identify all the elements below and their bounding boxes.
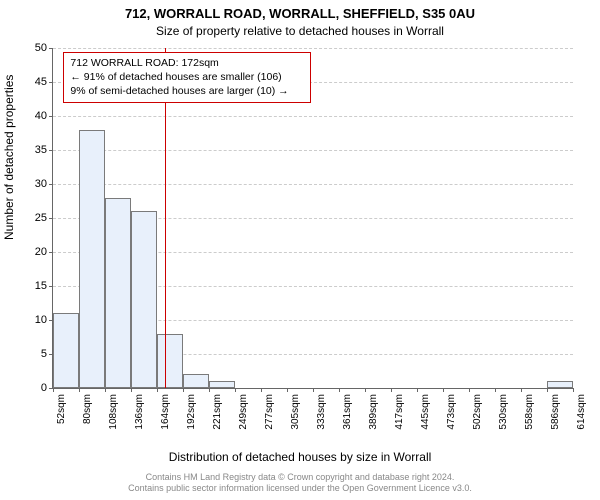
xtick-label: 108sqm <box>108 394 119 430</box>
ytick-mark <box>49 286 53 287</box>
ytick-mark <box>49 82 53 83</box>
histogram-bar <box>209 381 235 388</box>
page-title: 712, WORRALL ROAD, WORRALL, SHEFFIELD, S… <box>0 6 600 21</box>
xtick-label: 164sqm <box>160 394 171 430</box>
xtick-label: 389sqm <box>368 394 379 430</box>
xtick-label: 614sqm <box>576 394 587 430</box>
gridline-h <box>53 150 573 151</box>
footer-line-2: Contains public sector information licen… <box>0 483 600 494</box>
annotation-line: 9% of semi-detached houses are larger (1… <box>70 84 304 98</box>
xtick-mark <box>573 388 574 392</box>
ytick-mark <box>49 218 53 219</box>
xtick-mark <box>261 388 262 392</box>
xtick-label: 361sqm <box>342 394 353 430</box>
xtick-label: 502sqm <box>472 394 483 430</box>
footer-line-1: Contains HM Land Registry data © Crown c… <box>0 472 600 483</box>
gridline-h <box>53 48 573 49</box>
xtick-mark <box>339 388 340 392</box>
xtick-label: 192sqm <box>186 394 197 430</box>
ytick-mark <box>49 150 53 151</box>
xtick-mark <box>53 388 54 392</box>
ytick-label: 0 <box>41 382 47 394</box>
annotation-line: 712 WORRALL ROAD: 172sqm <box>70 56 304 70</box>
xtick-mark <box>313 388 314 392</box>
ytick-label: 10 <box>35 314 47 326</box>
ytick-label: 50 <box>35 42 47 54</box>
xtick-mark <box>443 388 444 392</box>
ytick-label: 15 <box>35 280 47 292</box>
histogram-bar <box>79 130 105 388</box>
ytick-mark <box>49 184 53 185</box>
xtick-label: 221sqm <box>212 394 223 430</box>
xtick-mark <box>547 388 548 392</box>
histogram-bar <box>53 313 79 388</box>
annotation-box: 712 WORRALL ROAD: 172sqm← 91% of detache… <box>63 52 311 103</box>
chart-container: 712, WORRALL ROAD, WORRALL, SHEFFIELD, S… <box>0 0 600 500</box>
xtick-label: 52sqm <box>56 394 67 424</box>
plot-area: 0510152025303540455052sqm80sqm108sqm136s… <box>52 48 573 389</box>
xtick-mark <box>105 388 106 392</box>
histogram-bar <box>131 211 157 388</box>
xtick-mark <box>131 388 132 392</box>
xtick-label: 136sqm <box>134 394 145 430</box>
histogram-bar <box>547 381 573 388</box>
x-axis-label: Distribution of detached houses by size … <box>0 450 600 464</box>
xtick-mark <box>391 388 392 392</box>
xtick-mark <box>469 388 470 392</box>
xtick-mark <box>157 388 158 392</box>
xtick-label: 80sqm <box>82 394 93 424</box>
xtick-mark <box>235 388 236 392</box>
ytick-label: 45 <box>35 76 47 88</box>
histogram-bar <box>105 198 131 388</box>
ytick-label: 35 <box>35 144 47 156</box>
gridline-h <box>53 116 573 117</box>
ytick-label: 20 <box>35 246 47 258</box>
histogram-bar <box>157 334 183 388</box>
ytick-mark <box>49 48 53 49</box>
xtick-mark <box>183 388 184 392</box>
xtick-label: 530sqm <box>498 394 509 430</box>
xtick-label: 558sqm <box>524 394 535 430</box>
xtick-label: 586sqm <box>550 394 561 430</box>
gridline-h <box>53 184 573 185</box>
xtick-mark <box>287 388 288 392</box>
xtick-mark <box>365 388 366 392</box>
xtick-mark <box>79 388 80 392</box>
footer-attribution: Contains HM Land Registry data © Crown c… <box>0 472 600 495</box>
xtick-label: 417sqm <box>394 394 405 430</box>
xtick-mark <box>521 388 522 392</box>
ytick-label: 40 <box>35 110 47 122</box>
xtick-label: 473sqm <box>446 394 457 430</box>
histogram-bar <box>183 374 209 388</box>
xtick-mark <box>209 388 210 392</box>
xtick-mark <box>417 388 418 392</box>
xtick-label: 305sqm <box>290 394 301 430</box>
annotation-line: ← 91% of detached houses are smaller (10… <box>70 70 304 84</box>
ytick-mark <box>49 116 53 117</box>
xtick-label: 445sqm <box>420 394 431 430</box>
xtick-label: 249sqm <box>238 394 249 430</box>
ytick-label: 30 <box>35 178 47 190</box>
xtick-label: 277sqm <box>264 394 275 430</box>
xtick-mark <box>495 388 496 392</box>
xtick-label: 333sqm <box>316 394 327 430</box>
y-axis-label: Number of detached properties <box>2 75 16 240</box>
ytick-mark <box>49 252 53 253</box>
page-subtitle: Size of property relative to detached ho… <box>0 24 600 38</box>
ytick-label: 25 <box>35 212 47 224</box>
ytick-label: 5 <box>41 348 47 360</box>
